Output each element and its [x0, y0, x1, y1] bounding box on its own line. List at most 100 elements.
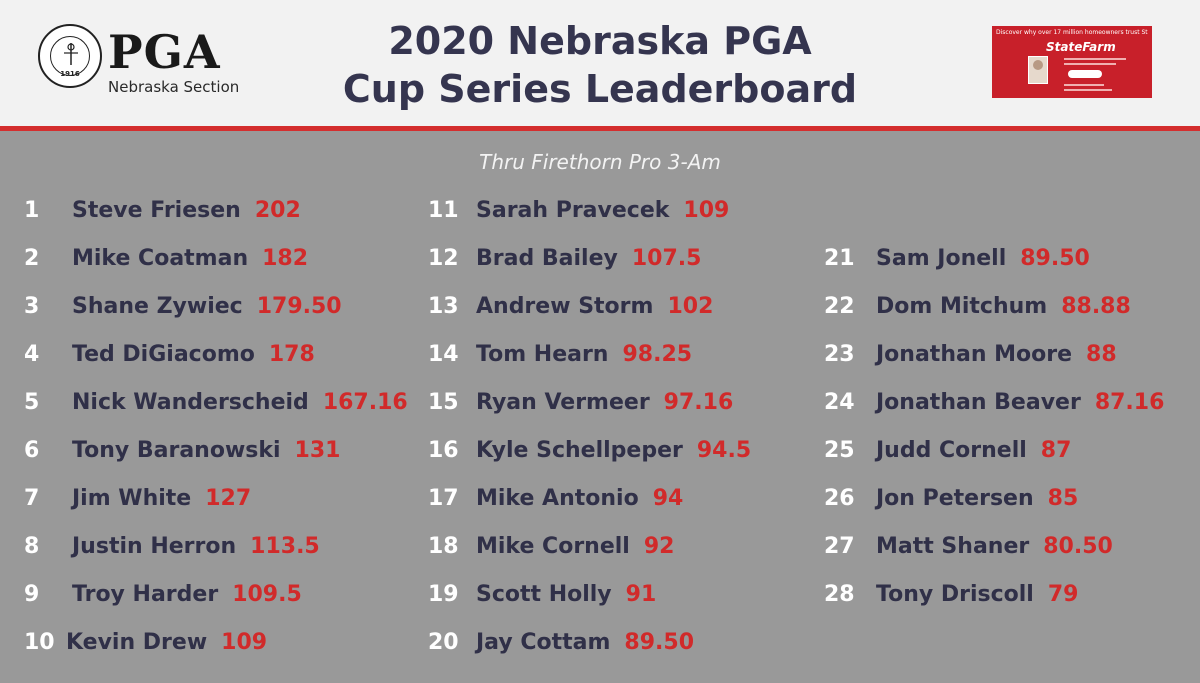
- rank: 20: [428, 630, 459, 655]
- player-points: 131: [294, 438, 341, 463]
- player-name: Sam Jonell: [876, 246, 1007, 271]
- ad-tagline: Discover why over 17 million homeowners …: [996, 29, 1148, 36]
- play-triangle-icon: [1072, 79, 1098, 83]
- leaderboard-row: 9 Troy Harder 109.5: [24, 578, 302, 612]
- player-name: Matt Shaner: [876, 534, 1030, 559]
- player-name: Tom Hearn: [476, 342, 609, 367]
- rank: 7: [24, 486, 40, 511]
- rank: 12: [428, 246, 459, 271]
- player-name: Steve Friesen: [72, 198, 241, 223]
- rank: 13: [428, 294, 459, 319]
- rank: 11: [428, 198, 459, 223]
- player-name: Shane Zywiec: [72, 294, 243, 319]
- pga-seal-icon: 1916: [38, 24, 102, 88]
- player-name: Dom Mitchum: [876, 294, 1048, 319]
- state-farm-ad[interactable]: Discover why over 17 million homeowners …: [992, 26, 1152, 98]
- pga-wordmark: PGA: [108, 25, 221, 79]
- leaderboard-row: 24 Jonathan Beaver 87.16: [824, 386, 1164, 420]
- leaderboard-row: 11 Sarah Pravecek 109: [428, 194, 729, 228]
- leaderboard-row: 20 Jay Cottam 89.50: [428, 626, 694, 660]
- player-points: 179.50: [256, 294, 342, 319]
- player-points: 97.16: [663, 390, 734, 415]
- leaderboard-row: 17 Mike Antonio 94: [428, 482, 683, 516]
- ad-text-line: [1064, 58, 1126, 60]
- agent-photo: [1028, 56, 1048, 84]
- player-name: Mike Antonio: [476, 486, 639, 511]
- player-name: Kyle Schellpeper: [476, 438, 683, 463]
- player-points: 109: [683, 198, 730, 223]
- rank: 9: [24, 582, 40, 607]
- player-name: Nick Wanderscheid: [72, 390, 309, 415]
- rank: 25: [824, 438, 855, 463]
- player-name: Ted DiGiacomo: [72, 342, 255, 367]
- page-title-line1: 2020 Nebraska PGA: [388, 19, 812, 63]
- player-name: Mike Cornell: [476, 534, 630, 559]
- player-points: 79: [1047, 582, 1079, 607]
- leaderboard-row: 28 Tony Driscoll 79: [824, 578, 1078, 612]
- player-points: 202: [254, 198, 301, 223]
- rank: 26: [824, 486, 855, 511]
- player-name: Troy Harder: [72, 582, 219, 607]
- leaderboard-row: 26 Jon Petersen 85: [824, 482, 1078, 516]
- player-name: Jonathan Moore: [876, 342, 1073, 367]
- pga-section-label: Nebraska Section: [108, 78, 240, 96]
- player-name: Judd Cornell: [876, 438, 1027, 463]
- leaderboard-row: 8 Justin Herron 113.5: [24, 530, 320, 564]
- rank: 28: [824, 582, 855, 607]
- leaderboard-row: 18 Mike Cornell 92: [428, 530, 674, 564]
- leaderboard-row: 3 Shane Zywiec 179.50: [24, 290, 342, 324]
- player-name: Jim White: [72, 486, 192, 511]
- rank: 15: [428, 390, 459, 415]
- leaderboard-row: 23 Jonathan Moore 88: [824, 338, 1117, 372]
- leaderboard-row: 21 Sam Jonell 89.50: [824, 242, 1090, 276]
- ad-brand: StateFarm: [1046, 40, 1116, 54]
- player-name: Mike Coatman: [72, 246, 249, 271]
- player-points: 94: [652, 486, 684, 511]
- leaderboard-row: 25 Judd Cornell 87: [824, 434, 1071, 468]
- rank: 22: [824, 294, 855, 319]
- player-points: 88.88: [1061, 294, 1131, 319]
- player-points: 80.50: [1043, 534, 1113, 559]
- leaderboard-row: 6 Tony Baranowski 131: [24, 434, 340, 468]
- leaderboard-row: 22 Dom Mitchum 88.88: [824, 290, 1131, 324]
- player-points: 107.5: [631, 246, 702, 271]
- player-points: 178: [268, 342, 315, 367]
- rank: 24: [824, 390, 855, 415]
- ad-contact-button[interactable]: [1068, 70, 1102, 83]
- player-points: 98.25: [622, 342, 693, 367]
- leaderboard-row: 14 Tom Hearn 98.25: [428, 338, 692, 372]
- leaderboard-row: 15 Ryan Vermeer 97.16: [428, 386, 733, 420]
- player-name: Scott Holly: [476, 582, 612, 607]
- player-points: 182: [262, 246, 309, 271]
- player-points: 109: [221, 630, 268, 655]
- rank: 27: [824, 534, 855, 559]
- leaderboard-row: 5 Nick Wanderscheid 167.16: [24, 386, 408, 420]
- rank: 23: [824, 342, 855, 367]
- page-title-line2: Cup Series Leaderboard: [342, 67, 858, 111]
- leaderboard-background: [0, 131, 1200, 683]
- player-points: 102: [667, 294, 714, 319]
- player-points: 92: [643, 534, 675, 559]
- leaderboard-subtitle: Thru Firethorn Pro 3-Am: [479, 150, 721, 174]
- leaderboard-row: 7 Jim White 127: [24, 482, 251, 516]
- player-points: 167.16: [322, 390, 408, 415]
- player-name: Kevin Drew: [66, 630, 208, 655]
- pga-logo: 1916 PGA Nebraska Section: [38, 24, 248, 102]
- ad-text-line: [1064, 63, 1116, 65]
- rank: 8: [24, 534, 40, 559]
- rank: 5: [24, 390, 40, 415]
- player-points: 127: [205, 486, 252, 511]
- player-name: Jonathan Beaver: [876, 390, 1081, 415]
- rank: 1: [24, 198, 40, 223]
- leaderboard-row: 4 Ted DiGiacomo 178: [24, 338, 315, 372]
- player-points: 94.5: [696, 438, 752, 463]
- leaderboard-row: 10 Kevin Drew 109: [24, 626, 267, 660]
- rank: 4: [24, 342, 40, 367]
- player-name: Justin Herron: [72, 534, 237, 559]
- player-points: 88: [1086, 342, 1117, 367]
- player-points: 89.50: [1020, 246, 1090, 271]
- leaderboard-row: 19 Scott Holly 91: [428, 578, 656, 612]
- rank: 14: [428, 342, 459, 367]
- player-points: 87.16: [1094, 390, 1165, 415]
- player-name: Andrew Storm: [476, 294, 654, 319]
